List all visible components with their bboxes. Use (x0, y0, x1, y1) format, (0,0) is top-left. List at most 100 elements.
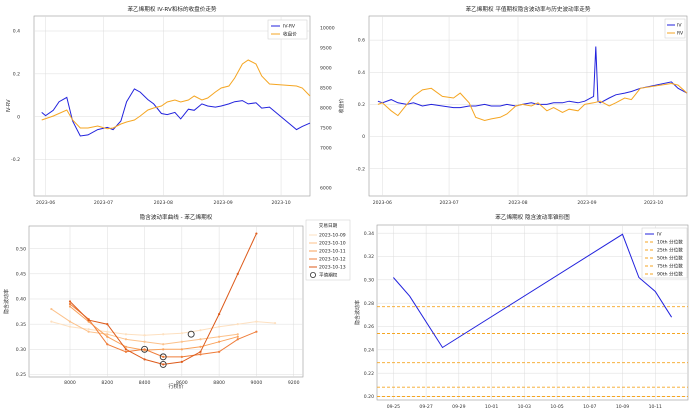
x-tick-label: 2023-09 (577, 200, 596, 206)
smile-point (273, 322, 277, 325)
x-tick-label: 2023-07 (94, 200, 113, 206)
x-tick-label: 8800 (213, 380, 225, 386)
x-tick-label: 09-25 (387, 404, 400, 410)
legend-title: 交易日期 (319, 222, 338, 229)
y2-tick-label: 9000 (320, 66, 332, 72)
smile-point (143, 340, 146, 343)
x-tick-label: 9200 (288, 380, 300, 386)
x-tick-label: 2023-06 (36, 200, 55, 206)
x-tick-label: 2023-10 (644, 200, 663, 206)
legend-box (305, 219, 351, 281)
legend-label: IV (657, 232, 662, 238)
y2-tick-label: 7500 (320, 126, 332, 132)
y2-tick-label: 10000 (320, 26, 335, 32)
x-tick-label: 09-27 (419, 404, 432, 410)
iv-line-0 (393, 233, 673, 349)
y-axis-label: IV-RV (6, 99, 12, 113)
x-tick-label: 2023-10 (271, 200, 290, 206)
y-tick-label: -0.2 (11, 157, 20, 163)
smile-point (199, 345, 202, 348)
smile-point (124, 338, 128, 341)
smile-point (143, 358, 146, 361)
x-tick-label: 10-01 (485, 404, 498, 410)
series-line-1 (377, 82, 688, 122)
legend-label: 2023-10-11 (319, 249, 346, 255)
smile-point (255, 320, 258, 323)
smile-point (255, 330, 258, 333)
x-tick-label: 2023-08 (508, 200, 527, 206)
smile-point (218, 312, 221, 316)
atm-marker (187, 330, 195, 338)
smile-point (180, 332, 183, 335)
legend-label: 平值期权 (319, 272, 338, 279)
y-tick-label: 0.34 (364, 231, 374, 237)
smile-point (180, 360, 183, 363)
smile-point (199, 329, 202, 332)
y-tick-label: 0.24 (364, 347, 374, 353)
smile-point (87, 320, 90, 323)
smile-point (236, 333, 239, 336)
y-tick-label: 0.35 (16, 322, 26, 328)
legend-atm-swatch (309, 271, 316, 278)
smile-point (50, 320, 53, 323)
x-tick-label: 9000 (251, 380, 263, 386)
y-tick-label: 0.30 (16, 347, 26, 353)
legend-label: IV (677, 23, 682, 29)
smile-point (199, 338, 202, 341)
x-tick-label: 10-03 (518, 404, 531, 410)
smile-line-2 (69, 306, 238, 351)
smile-point (180, 355, 183, 358)
y2-tick-label: 8000 (320, 106, 332, 112)
plot-area (376, 224, 689, 401)
y2-tick-label: 9500 (320, 46, 332, 52)
smile-point (106, 343, 109, 346)
smile-point (236, 335, 239, 338)
smile-point (68, 320, 72, 323)
smile-point (106, 335, 109, 338)
y-tick-label: 0.50 (16, 246, 26, 252)
atm-marker (159, 353, 167, 361)
y-tick-label: 0.22 (364, 371, 374, 377)
y-tick-label: 0.6 (358, 38, 365, 44)
series-line-1 (41, 59, 311, 130)
x-axis-label: 行权价 (168, 383, 183, 390)
legend-label: RV (677, 31, 684, 37)
y-tick-label: -0.2 (356, 166, 365, 172)
x-tick-label: 2023-07 (439, 200, 458, 206)
y2-tick-label: 8500 (320, 86, 332, 92)
smile-point (124, 333, 128, 336)
y-axis-label: 隐含波动率 (3, 289, 10, 314)
smile-point (143, 348, 146, 351)
x-tick-label: 8000 (64, 380, 76, 386)
smile-point (162, 355, 165, 358)
legend-label: 收盘价 (283, 31, 297, 38)
legend-label: 2023-10-09 (319, 233, 346, 239)
smile-point (236, 323, 239, 326)
series-line-0 (377, 46, 688, 109)
smile-point (255, 232, 258, 235)
chart-title: 苯乙烯期权 平值期权隐含波动率与历史波动率走势 (466, 5, 591, 13)
smile-point (143, 334, 146, 337)
y-tick-label: 0.20 (364, 394, 374, 400)
smile-point (124, 348, 128, 351)
atm-marker (159, 360, 167, 368)
legend-label: 25th 分位数 (657, 247, 683, 254)
legend-label: 75th 分位数 (657, 263, 683, 270)
y-tick-label: 0.2 (358, 102, 365, 108)
smile-point (87, 328, 90, 331)
atm-iv-hv-chart: 2023-06 2023-07 2023-08 2023-09 2023-10 -0.2 0… (356, 5, 688, 206)
y-tick-label: 0.4 (358, 70, 365, 76)
x-tick-label: 10-07 (583, 404, 596, 410)
chart-title: 苯乙烯期权 隐含波动率锥形图 (495, 213, 570, 221)
smile-point (68, 302, 72, 306)
iv-rv-close-chart: 2023-06 2023-07 2023-08 2023-09 2023-10 -0.2 0… (6, 5, 345, 206)
x-tick-label: 10-09 (616, 404, 629, 410)
smile-point (199, 353, 202, 356)
y-tick-label: 0.25 (16, 372, 26, 378)
y-tick-label: 0.4 (13, 29, 20, 35)
x-tick-label: 8400 (139, 380, 151, 386)
legend-label: 2023-10-10 (319, 241, 346, 247)
smile-point (106, 323, 109, 326)
smile-point (162, 333, 165, 336)
y-tick-label: 0 (362, 134, 365, 140)
